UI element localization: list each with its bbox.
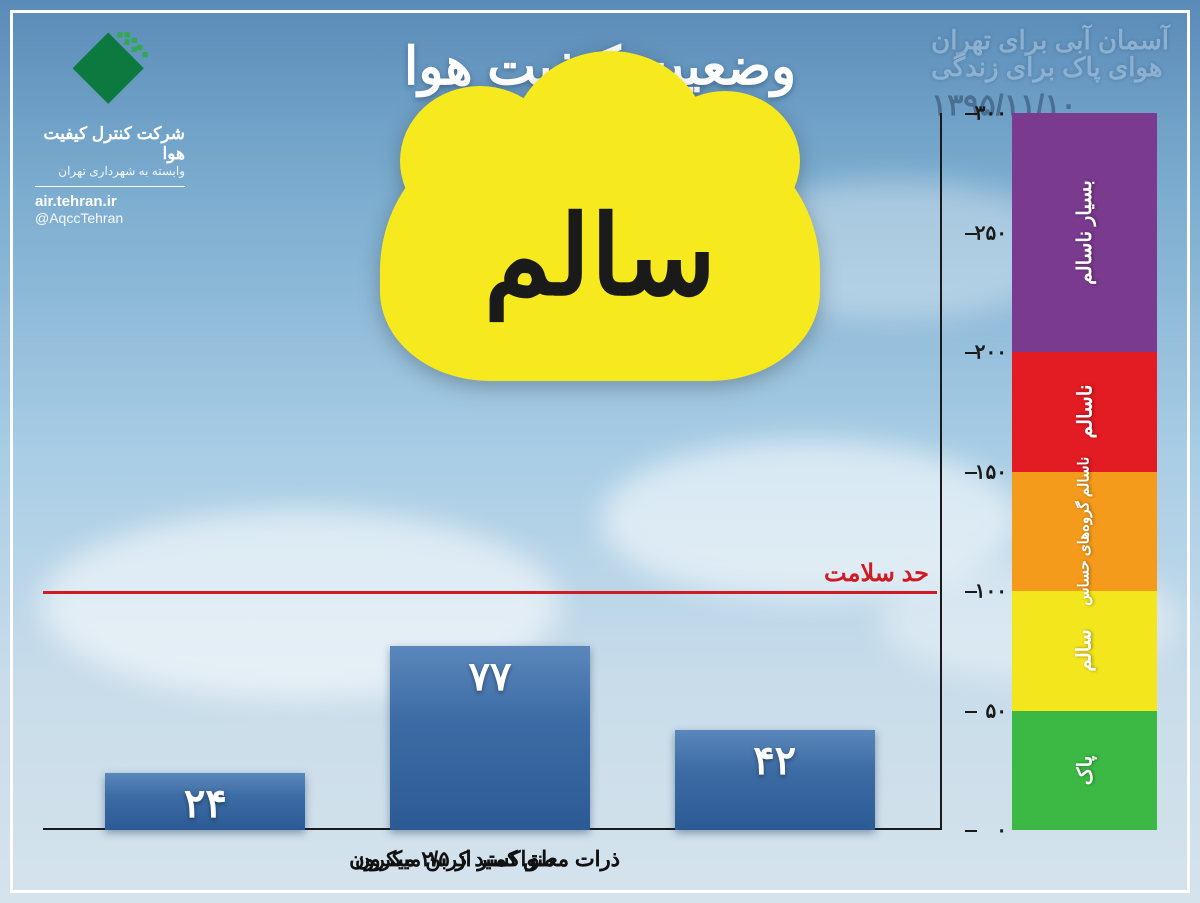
axis-tick-label: ۱۰۰ bbox=[947, 579, 1007, 604]
bar-value: ۷۷ bbox=[390, 654, 590, 700]
axis-tick-label: ۲۰۰ bbox=[947, 340, 1007, 365]
bar-rect: ۴۲ bbox=[675, 730, 875, 830]
aqi-legend: پاک سالم ناسالم گروه‌های حساس ناسالم بسیار ن… bbox=[1012, 113, 1157, 830]
bar: ۷۷ذرات معلق کمتر از ۲/۵ میکرون bbox=[390, 646, 590, 830]
legend-label: پاک bbox=[1072, 755, 1097, 785]
axis-tick-label: ۱۵۰ bbox=[947, 459, 1007, 484]
axis-y bbox=[940, 113, 942, 830]
axis-tick-label: ۰ bbox=[947, 818, 1007, 843]
bar-rect: ۲۴ bbox=[105, 773, 305, 830]
legend-segment: بسیار ناسالم bbox=[1012, 113, 1157, 352]
slogan-line2: هوای پاک برای زندگی bbox=[931, 54, 1169, 81]
axis-tick-label: ۲۵۰ bbox=[947, 220, 1007, 245]
bar: ۲۴منواکسید کربن bbox=[105, 773, 305, 830]
bar-value: ۲۴ bbox=[105, 781, 305, 827]
bar-rect: ۷۷ bbox=[390, 646, 590, 830]
bar: ۴۲ذرات معلق کمتر از ۱۰ میکرون bbox=[675, 730, 875, 830]
bar-value: ۴۲ bbox=[675, 738, 875, 784]
legend-segment: ناسالم bbox=[1012, 352, 1157, 472]
org-logo-icon bbox=[65, 25, 155, 115]
legend-segment: سالم bbox=[1012, 591, 1157, 711]
frame: شرکت کنترل کیفیت هوا وابسته به شهرداری ت… bbox=[10, 10, 1190, 893]
bar-label: ذرات معلق کمتر از ۱۰ میکرون bbox=[360, 847, 620, 872]
legend-label: بسیار ناسالم bbox=[1072, 180, 1097, 285]
axis-tick-label: ۵۰ bbox=[947, 698, 1007, 723]
aqi-bar-chart: پاک سالم ناسالم گروه‌های حساس ناسالم بسیار ن… bbox=[43, 113, 1157, 830]
axis-tick-label: ۳۰۰ bbox=[947, 101, 1007, 126]
legend-label: سالم bbox=[1072, 630, 1097, 672]
legend-segment: پاک bbox=[1012, 711, 1157, 831]
slogan-line1: آسمان آبی برای تهران bbox=[931, 27, 1169, 54]
bars-container: ۲۴منواکسید کربن ۷۷ذرات معلق کمتر از ۲/۵ م… bbox=[43, 113, 937, 830]
legend-segment: ناسالم گروه‌های حساس bbox=[1012, 472, 1157, 592]
legend-label: ناسالم گروه‌های حساس bbox=[1076, 457, 1093, 606]
legend-label: ناسالم bbox=[1072, 385, 1097, 439]
